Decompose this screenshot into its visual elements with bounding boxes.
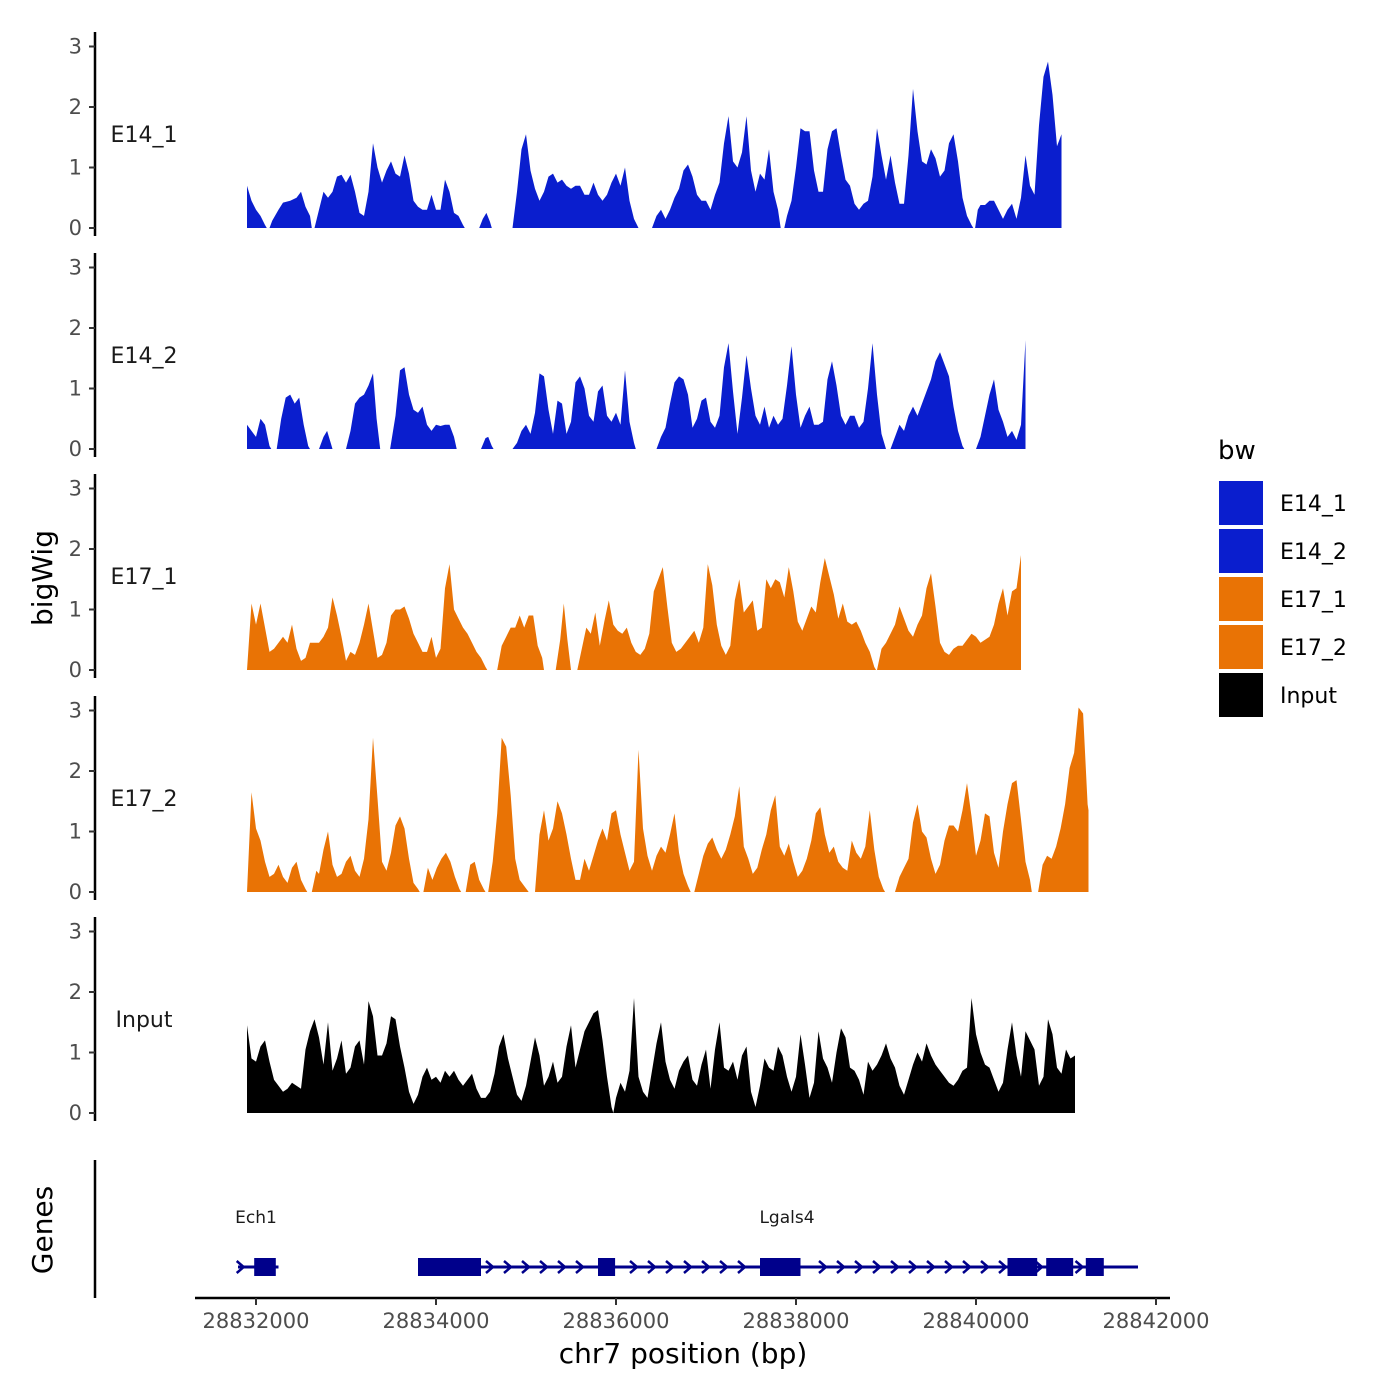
- area-Input: [247, 998, 1075, 1113]
- strand-arrow: [944, 1260, 954, 1274]
- y-tick-label-E14_2: 0: [69, 437, 82, 461]
- legend-label-E14_1: E14_1: [1280, 492, 1347, 517]
- area-E17_2: [247, 707, 1089, 892]
- y-tick-label-E14_2: 3: [69, 256, 82, 280]
- strand-arrow: [1074, 1260, 1085, 1274]
- y-tick-label-E14_2: 2: [69, 316, 82, 340]
- strand-arrow: [701, 1260, 711, 1274]
- area-E14_2: [247, 340, 1026, 449]
- strand-arrow: [647, 1260, 657, 1274]
- strand-arrow: [854, 1260, 864, 1274]
- area-E17_1: [247, 555, 1021, 670]
- y-tick-label-E17_2: 3: [69, 699, 82, 723]
- y-tick-label-E14_1: 1: [69, 156, 82, 180]
- genes-axis-title: Genes: [26, 1186, 59, 1274]
- exon: [449, 1258, 481, 1276]
- exon: [760, 1258, 801, 1276]
- x-tick-label: 28832000: [203, 1309, 310, 1333]
- strand-arrow: [908, 1260, 918, 1274]
- track-label-E17_1: E17_1: [111, 565, 178, 590]
- legend-swatch-E14_2: [1219, 529, 1263, 573]
- track-label-E14_1: E14_1: [111, 123, 178, 148]
- x-tick-label: 28838000: [743, 1309, 850, 1333]
- legend-label-E17_2: E17_2: [1280, 636, 1347, 661]
- track-E17_1: 0 1 2 3 E17_1: [69, 474, 1021, 682]
- strand-arrow: [235, 1260, 246, 1274]
- y-tick-label-E17_2: 1: [69, 820, 82, 844]
- y-tick-label-Input: 2: [69, 980, 82, 1004]
- exon: [1007, 1258, 1038, 1276]
- y-tick-label-E14_1: 2: [69, 95, 82, 119]
- strand-arrow: [890, 1260, 900, 1274]
- strand-arrow: [629, 1260, 639, 1274]
- legend-label-Input: Input: [1280, 684, 1337, 709]
- strand-arrow: [980, 1260, 990, 1274]
- y-axis-title: bigWig: [26, 530, 59, 626]
- strand-arrow: [1034, 1260, 1044, 1274]
- legend-label-E14_2: E14_2: [1280, 540, 1347, 565]
- genes-layer: Ech1 Lgals4: [93, 1160, 1138, 1298]
- legend-label-E17_1: E17_1: [1280, 588, 1347, 613]
- strand-arrow: [962, 1260, 972, 1274]
- track-E17_2: 0 1 2 3 E17_2: [69, 696, 1089, 904]
- x-tick-label: 28840000: [923, 1309, 1030, 1333]
- track-E14_1: 0 1 2 3 E14_1: [69, 32, 1062, 240]
- strand-arrow: [683, 1260, 693, 1274]
- exon: [1085, 1258, 1104, 1276]
- x-axis-title: chr7 position (bp): [559, 1337, 808, 1370]
- track-E14_2: 0 1 2 3 E14_2: [69, 253, 1026, 461]
- gene-name: Ech1: [235, 1208, 277, 1228]
- track-label-E17_2: E17_2: [111, 787, 178, 812]
- legend: bw E14_1 E14_2 E17_1 E17_2 Input: [1218, 436, 1347, 717]
- y-tick-label-Input: 0: [69, 1101, 82, 1125]
- x-tick-label: 28834000: [383, 1309, 490, 1333]
- strand-arrow: [539, 1260, 549, 1274]
- legend-swatch-E14_1: [1219, 481, 1263, 525]
- y-tick-label-E14_1: 0: [69, 216, 82, 240]
- strand-arrow: [485, 1260, 495, 1274]
- y-tick-label-E17_1: 0: [69, 658, 82, 682]
- x-tick-label: 28842000: [1103, 1309, 1210, 1333]
- gene-name: Lgals4: [759, 1208, 814, 1228]
- strand-arrow: [557, 1260, 567, 1274]
- x-axis: 28832000 28834000 28836000 28838000 28840000…: [195, 1296, 1210, 1333]
- y-tick-label-E14_1: 3: [69, 35, 82, 59]
- track-Input: 0 1 2 3 Input: [69, 917, 1075, 1125]
- strand-arrow: [503, 1260, 513, 1274]
- exon: [254, 1258, 276, 1276]
- y-tick-label-E17_2: 0: [69, 880, 82, 904]
- y-tick-label-E17_1: 2: [69, 537, 82, 561]
- strand-arrow: [998, 1260, 1008, 1274]
- x-tick-label: 28836000: [563, 1309, 670, 1333]
- track-label-Input: Input: [116, 1008, 173, 1033]
- legend-swatch-E17_2: [1219, 625, 1263, 669]
- exon: [598, 1258, 616, 1276]
- exon: [418, 1258, 450, 1276]
- y-tick-label-E17_1: 1: [69, 598, 82, 622]
- strand-arrow: [737, 1260, 747, 1274]
- legend-swatch-Input: [1219, 673, 1263, 717]
- exon: [1046, 1258, 1074, 1276]
- legend-title: bw: [1218, 436, 1256, 466]
- strand-arrow: [719, 1260, 729, 1274]
- y-tick-label-E14_2: 1: [69, 377, 82, 401]
- area-E14_1: [247, 61, 1062, 228]
- y-tick-label-Input: 3: [69, 920, 82, 944]
- strand-arrow: [818, 1260, 828, 1274]
- y-tick-label-E17_1: 3: [69, 477, 82, 501]
- track-label-E14_2: E14_2: [111, 344, 178, 369]
- strand-arrow: [521, 1260, 531, 1274]
- strand-arrow: [926, 1260, 936, 1274]
- strand-arrow: [665, 1260, 675, 1274]
- y-tick-label-Input: 1: [69, 1041, 82, 1065]
- strand-arrow: [575, 1260, 585, 1274]
- y-tick-label-E17_2: 2: [69, 759, 82, 783]
- legend-swatch-E17_1: [1219, 577, 1263, 621]
- strand-arrow: [836, 1260, 846, 1274]
- strand-arrow: [872, 1260, 882, 1274]
- tracks-layer: 0 1 2 3 E14_1 0 1 2 3 E14_2 0 1 2 3 E17_1 0 1 2 3 E17_2 0 1 2 3…: [69, 32, 1089, 1125]
